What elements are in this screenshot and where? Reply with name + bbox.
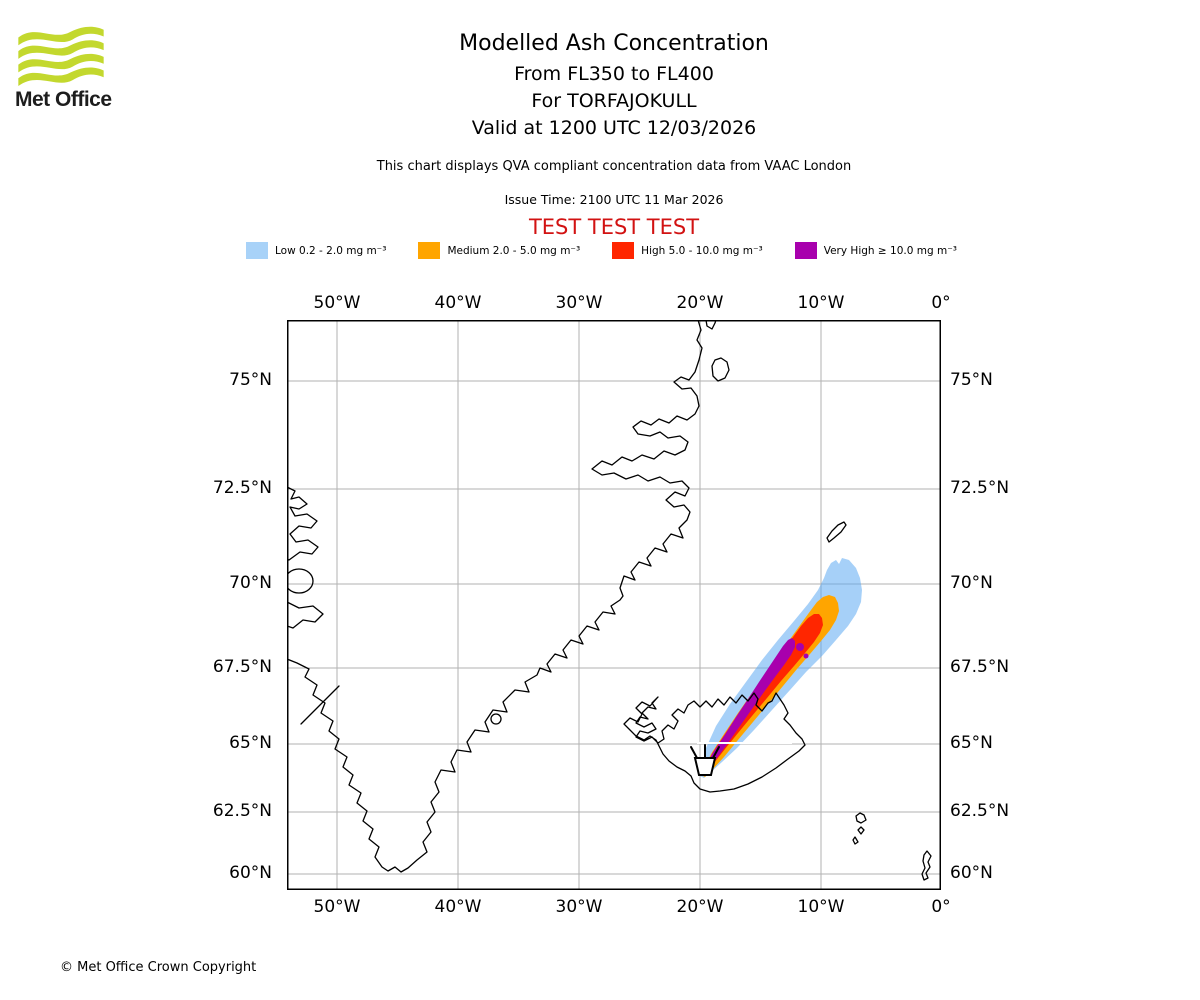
map bbox=[287, 320, 941, 890]
legend: Low 0.2 - 2.0 mg m⁻³ Medium 2.0 - 5.0 mg … bbox=[246, 242, 957, 259]
met-office-waves-icon bbox=[18, 26, 104, 86]
subtitle-valid-time: Valid at 1200 UTC 12/03/2026 bbox=[471, 117, 757, 139]
y-axis-label: 60°N bbox=[229, 863, 272, 883]
volcano-icon bbox=[690, 744, 720, 776]
x-axis-label: 20°W bbox=[676, 293, 724, 313]
greenland-coastline bbox=[287, 320, 703, 873]
x-axis-label: 20°W bbox=[676, 897, 724, 917]
x-axis-label: 40°W bbox=[434, 897, 482, 917]
legend-label: Low 0.2 - 2.0 mg m⁻³ bbox=[275, 244, 387, 257]
legend-label: High 5.0 - 10.0 mg m⁻³ bbox=[641, 244, 763, 257]
compliance-note: This chart displays QVA compliant concen… bbox=[376, 159, 852, 174]
legend-swatch bbox=[794, 242, 817, 259]
x-axis-label: 0° bbox=[931, 897, 951, 917]
ash-plume-very-high bbox=[703, 638, 795, 773]
legend-label: Very High ≥ 10.0 mg m⁻³ bbox=[823, 244, 957, 257]
y-axis-label: 72.5°N bbox=[212, 478, 272, 498]
y-axis-label: 60°N bbox=[950, 863, 993, 883]
legend-swatch bbox=[246, 242, 268, 259]
legend-swatch bbox=[418, 242, 441, 259]
ash-plume-very-high-patch bbox=[803, 653, 809, 659]
y-axis-label: 70°N bbox=[950, 573, 993, 593]
greenland-fjord-line bbox=[300, 685, 340, 725]
jan-mayen-island bbox=[826, 521, 847, 543]
met-office-logo: Met Office bbox=[15, 22, 125, 112]
y-axis-label: 62.5°N bbox=[212, 801, 272, 821]
test-banner: TEST TEST TEST bbox=[528, 215, 700, 239]
legend-swatch bbox=[612, 242, 635, 259]
x-axis-label: 40°W bbox=[434, 293, 482, 313]
y-axis-label: 70°N bbox=[229, 573, 272, 593]
legend-item-0: Low 0.2 - 2.0 mg m⁻³ bbox=[246, 242, 386, 259]
greenland-islet bbox=[711, 357, 730, 382]
y-axis-label: 65°N bbox=[229, 733, 272, 753]
x-axis-label: 30°W bbox=[555, 897, 603, 917]
grid-lines bbox=[287, 320, 941, 890]
iceland-coastline bbox=[623, 692, 806, 793]
legend-item-2: High 5.0 - 10.0 mg m⁻³ bbox=[612, 242, 763, 259]
y-axis-label: 75°N bbox=[950, 370, 993, 390]
issue-time: Issue Time: 2100 UTC 11 Mar 2026 bbox=[504, 192, 724, 207]
x-axis-label: 50°W bbox=[313, 897, 361, 917]
legend-item-3: Very High ≥ 10.0 mg m⁻³ bbox=[794, 242, 957, 259]
greenland-west-fjords bbox=[287, 486, 319, 561]
y-axis-label: 65°N bbox=[950, 733, 993, 753]
greenland-west-fjords bbox=[287, 601, 324, 629]
page-title: Modelled Ash Concentration bbox=[459, 31, 769, 56]
met-office-logo-text: Met Office bbox=[15, 88, 112, 111]
subtitle-volcano: For TORFAJOKULL bbox=[531, 90, 697, 112]
copyright-note: © Met Office Crown Copyright bbox=[60, 960, 257, 975]
legend-label: Medium 2.0 - 5.0 mg m⁻³ bbox=[447, 244, 581, 257]
y-axis-label: 62.5°N bbox=[950, 801, 1010, 821]
greenland-fjord-loop bbox=[287, 568, 314, 594]
x-axis-label: 50°W bbox=[313, 293, 361, 313]
x-axis-label: 30°W bbox=[555, 293, 603, 313]
legend-item-1: Medium 2.0 - 5.0 mg m⁻³ bbox=[418, 242, 580, 259]
faroe-islands bbox=[852, 812, 867, 845]
x-axis-label: 10°W bbox=[797, 293, 845, 313]
ash-plume bbox=[700, 558, 862, 778]
greenland-coastal-loop bbox=[490, 713, 502, 725]
x-axis-label: 0° bbox=[931, 293, 951, 313]
subtitle-flight-levels: From FL350 to FL400 bbox=[514, 63, 714, 85]
shetland-islands bbox=[921, 850, 932, 881]
y-axis-label: 75°N bbox=[229, 370, 272, 390]
y-axis-label: 67.5°N bbox=[950, 657, 1010, 677]
y-axis-label: 72.5°N bbox=[950, 478, 1010, 498]
x-axis-label: 10°W bbox=[797, 897, 845, 917]
y-axis-label: 67.5°N bbox=[212, 657, 272, 677]
ash-plume-very-high-patch bbox=[796, 643, 804, 651]
greenland-top-notch bbox=[705, 320, 717, 330]
map-border bbox=[287, 320, 941, 890]
